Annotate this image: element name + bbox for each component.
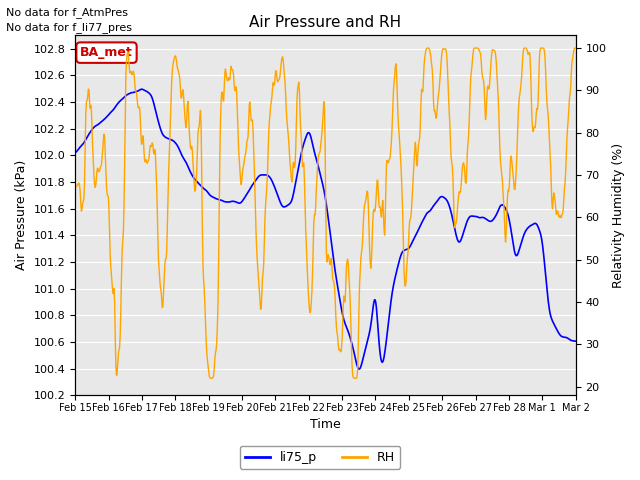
- Y-axis label: Air Pressure (kPa): Air Pressure (kPa): [15, 160, 28, 270]
- Text: No data for f_li77_pres: No data for f_li77_pres: [6, 22, 132, 33]
- X-axis label: Time: Time: [310, 419, 341, 432]
- Text: BA_met: BA_met: [80, 46, 133, 59]
- Legend: li75_p, RH: li75_p, RH: [240, 446, 400, 469]
- Title: Air Pressure and RH: Air Pressure and RH: [250, 15, 401, 30]
- Y-axis label: Relativity Humidity (%): Relativity Humidity (%): [612, 143, 625, 288]
- Text: No data for f_AtmPres: No data for f_AtmPres: [6, 7, 129, 18]
